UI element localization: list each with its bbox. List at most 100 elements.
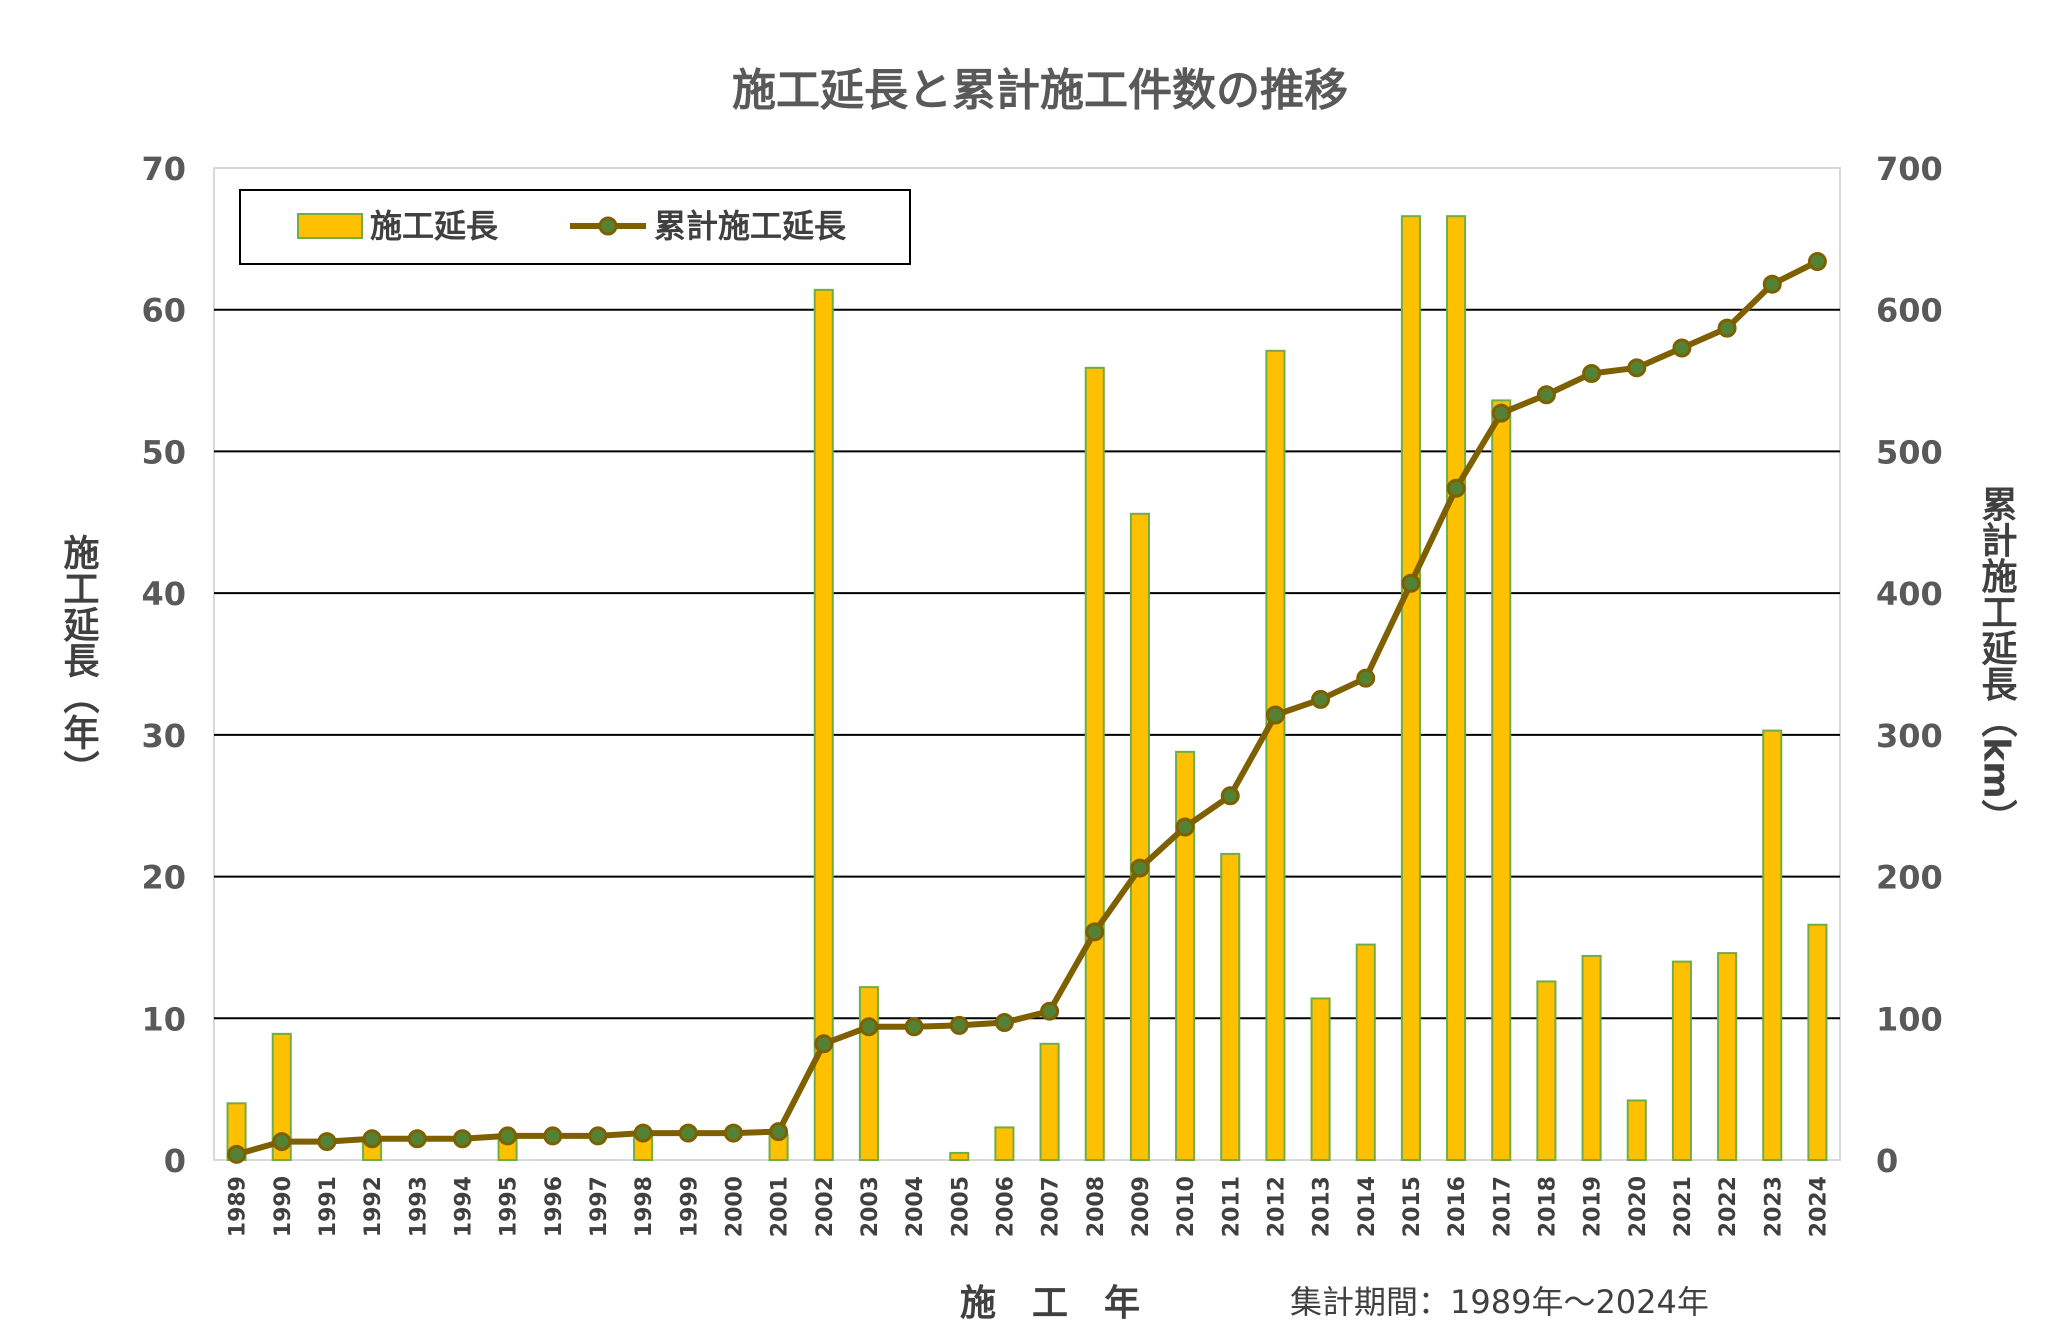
- line-point: [362, 1129, 382, 1149]
- line-point: [949, 1015, 969, 1035]
- bar: [858, 986, 879, 1162]
- x-tick-label: 2007: [1039, 1176, 1064, 1237]
- line-point: [1627, 358, 1647, 378]
- x-axis-title: 施 工 年: [960, 1283, 1140, 1324]
- x-tick-label: 1999: [677, 1176, 702, 1237]
- x-tick-label: 2021: [1671, 1176, 1696, 1237]
- line-point: [1085, 922, 1105, 942]
- line-point: [1582, 363, 1602, 383]
- line-point: [1491, 403, 1511, 423]
- cumulative-line: [235, 258, 1819, 1158]
- line-point: [1401, 573, 1421, 593]
- bar: [1355, 943, 1376, 1162]
- line-point: [317, 1132, 337, 1152]
- bar: [1220, 852, 1241, 1161]
- plot-area: [213, 167, 1841, 1161]
- bar: [1129, 512, 1150, 1161]
- line-point: [1807, 252, 1827, 272]
- y2-axis-title: 累計施工延長（km）: [1976, 485, 2018, 834]
- y2-tick-label: 300: [1876, 717, 1943, 755]
- bar: [1084, 366, 1105, 1161]
- bar: [949, 1151, 970, 1162]
- line-point: [1446, 478, 1466, 498]
- x-tick-label: 2023: [1761, 1176, 1786, 1237]
- bar: [994, 1126, 1015, 1162]
- y-tick-label: 20: [141, 859, 186, 897]
- x-tick-label: 2009: [1129, 1176, 1154, 1237]
- line-point: [904, 1017, 924, 1037]
- x-tick-label: 2019: [1581, 1176, 1606, 1237]
- legend-bar-swatch: [297, 213, 363, 239]
- line-point: [769, 1122, 789, 1142]
- bar: [1671, 960, 1692, 1161]
- x-tick-label: 2005: [948, 1176, 973, 1237]
- bar: [1310, 997, 1331, 1162]
- line-point: [994, 1013, 1014, 1033]
- x-tick-label: 2024: [1806, 1176, 1831, 1237]
- x-tick-label: 1997: [587, 1176, 612, 1237]
- line-point: [1265, 705, 1285, 725]
- x-axis-ticks: 1989 1990 1991 1992 1993 1994 1995 1996 1997 1998…: [226, 1176, 1832, 1237]
- bar: [1626, 1099, 1647, 1161]
- line-point: [859, 1017, 879, 1037]
- x-tick-label: 2006: [993, 1176, 1018, 1237]
- left-axis-ticks: 0 10 20 30 40 50 60 70: [141, 150, 186, 1180]
- x-tick-label: 1990: [271, 1176, 296, 1237]
- right-axis-ticks: 0 100 200 300 400 500 600 700: [1876, 150, 1943, 1180]
- legend: 施工延長 累計施工延長: [239, 189, 911, 265]
- bar: [1446, 215, 1467, 1161]
- line-point: [452, 1129, 472, 1149]
- x-tick-label: 2014: [1355, 1176, 1380, 1237]
- line-series: [227, 252, 1827, 1164]
- line-point: [633, 1123, 653, 1143]
- line-point: [1672, 338, 1692, 358]
- y-tick-label: 70: [141, 150, 186, 188]
- line-point: [1130, 858, 1150, 878]
- y2-tick-label: 0: [1876, 1142, 1898, 1180]
- x-tick-label: 2017: [1490, 1176, 1515, 1237]
- y-tick-label: 10: [141, 1000, 186, 1038]
- bar-series: [226, 215, 1828, 1162]
- x-tick-label: 2001: [768, 1176, 793, 1237]
- bar: [1265, 349, 1286, 1162]
- y2-tick-label: 400: [1876, 575, 1943, 613]
- legend-line-marker: [598, 216, 618, 236]
- x-tick-label: 2003: [858, 1176, 883, 1237]
- line-point: [588, 1126, 608, 1146]
- bar: [813, 288, 834, 1162]
- bar: [1491, 399, 1512, 1161]
- x-tick-label: 2018: [1535, 1176, 1560, 1237]
- line-point: [814, 1034, 834, 1054]
- bar: [1807, 923, 1828, 1161]
- y-tick-label: 50: [141, 433, 186, 471]
- bar: [1581, 954, 1602, 1162]
- chart-title: 施工延長と累計施工件数の推移: [732, 65, 1348, 116]
- line-point: [1356, 668, 1376, 688]
- line-point: [1311, 689, 1331, 709]
- x-tick-label: 2016: [1445, 1176, 1470, 1237]
- line-point: [1175, 817, 1195, 837]
- line-point: [1040, 1001, 1060, 1021]
- bar: [1762, 729, 1783, 1161]
- x-tick-label: 2022: [1716, 1176, 1741, 1237]
- x-tick-label: 2000: [722, 1176, 747, 1237]
- bar: [1175, 750, 1196, 1161]
- y2-tick-label: 500: [1876, 433, 1943, 471]
- line-point: [272, 1132, 292, 1152]
- y-tick-label: 0: [164, 1142, 186, 1180]
- bar: [1717, 952, 1738, 1162]
- line-point: [1717, 318, 1737, 338]
- period-note: 集計期間：1989年～2024年: [1290, 1283, 1709, 1321]
- x-tick-label: 1991: [316, 1176, 341, 1237]
- x-tick-label: 1998: [632, 1176, 657, 1237]
- x-tick-label: 2010: [1174, 1176, 1199, 1237]
- x-tick-label: 2002: [813, 1176, 838, 1237]
- x-tick-label: 2015: [1400, 1176, 1425, 1237]
- bar: [1400, 215, 1421, 1161]
- x-tick-label: 1996: [542, 1176, 567, 1237]
- y2-tick-label: 700: [1876, 150, 1943, 188]
- x-tick-label: 2008: [1084, 1176, 1109, 1237]
- line-point: [678, 1123, 698, 1143]
- y2-tick-label: 600: [1876, 292, 1943, 330]
